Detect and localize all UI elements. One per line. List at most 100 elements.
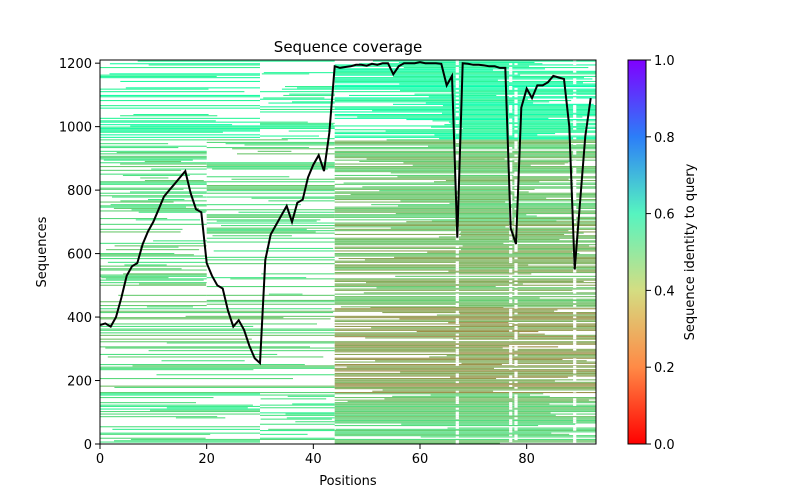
sequence-row xyxy=(429,356,596,358)
gap-cell xyxy=(509,270,513,273)
gap-cell xyxy=(514,411,518,414)
sequence-row xyxy=(334,333,545,335)
gap-cell xyxy=(573,122,577,125)
gap-cell xyxy=(509,107,513,109)
gap-cell xyxy=(573,89,577,92)
sequence-row xyxy=(334,97,596,99)
gap-cell xyxy=(573,60,577,62)
sequence-row xyxy=(206,185,335,187)
sequence-row xyxy=(100,269,207,271)
sequence-row xyxy=(100,134,260,136)
sequence-row xyxy=(100,432,260,434)
sequence-row xyxy=(461,249,596,251)
gap-cell xyxy=(514,246,518,248)
sequence-row xyxy=(334,108,596,110)
sequence-row xyxy=(334,72,596,74)
sequence-row xyxy=(100,173,207,175)
sequence-row xyxy=(393,103,594,105)
gap-cell xyxy=(509,257,513,260)
sequence-row xyxy=(113,207,199,209)
gap-cell xyxy=(455,396,459,399)
gap-cell xyxy=(509,314,513,317)
sequence-row xyxy=(260,98,335,100)
sequence-row xyxy=(100,143,169,145)
gap-cell xyxy=(455,76,459,79)
gap-cell xyxy=(514,291,518,294)
gap-cell xyxy=(455,430,459,433)
sequence-row xyxy=(288,130,331,132)
sequence-row xyxy=(334,430,596,432)
sequence-row xyxy=(100,201,174,203)
sequence-row xyxy=(334,284,596,286)
gap-cell xyxy=(455,171,459,174)
gap-cell xyxy=(514,249,518,252)
sequence-row xyxy=(334,392,596,394)
gap-cell xyxy=(455,348,459,351)
gap-cell xyxy=(509,318,513,321)
sequence-row xyxy=(334,367,494,369)
gap-cell xyxy=(573,278,577,281)
sequence-row xyxy=(334,409,596,411)
gap-cell xyxy=(509,108,513,111)
y-tick-label: 1200 xyxy=(59,57,92,72)
gap-cell xyxy=(455,337,459,340)
sequence-row xyxy=(334,332,520,334)
gap-cell xyxy=(573,289,577,292)
gap-cell xyxy=(455,432,459,435)
sequence-row xyxy=(260,394,335,396)
gap-cell xyxy=(455,381,459,384)
sequence-row xyxy=(455,218,596,220)
gap-cell xyxy=(573,324,577,326)
sequence-row xyxy=(334,266,596,268)
sequence-row xyxy=(100,366,335,368)
sequence-row xyxy=(334,77,584,79)
gap-cell xyxy=(509,324,513,326)
gap-cell xyxy=(573,305,577,307)
sequence-row xyxy=(412,164,531,166)
sequence-row xyxy=(395,275,596,277)
sequence-row xyxy=(334,346,559,348)
gap-cell xyxy=(573,194,577,197)
sequence-row xyxy=(334,325,596,327)
gap-cell xyxy=(573,379,577,382)
sequence-row xyxy=(100,253,175,255)
sequence-row xyxy=(334,255,596,257)
sequence-row xyxy=(390,172,596,174)
gap-cell xyxy=(509,430,513,433)
sequence-row xyxy=(343,182,596,184)
sequence-row xyxy=(334,353,596,355)
sequence-row xyxy=(130,125,260,127)
sequence-row xyxy=(384,398,596,400)
sequence-row xyxy=(260,111,335,113)
sequence-row xyxy=(100,75,217,77)
x-tick-label: 20 xyxy=(198,452,215,467)
y-tick-label: 1000 xyxy=(59,121,92,136)
sequence-row xyxy=(206,263,335,265)
gap-cell xyxy=(509,440,513,443)
sequence-row xyxy=(100,88,209,90)
sequence-row xyxy=(100,126,260,128)
sequence-row xyxy=(395,213,596,215)
gap-cell xyxy=(514,198,518,201)
plot-frame xyxy=(99,59,597,445)
sequence-row xyxy=(334,384,596,386)
gap-cell xyxy=(514,436,518,439)
sequence-row xyxy=(334,143,569,145)
sequence-row xyxy=(370,306,504,308)
sequence-row xyxy=(334,183,596,185)
sequence-row xyxy=(100,392,335,394)
sequence-row xyxy=(138,211,206,213)
sequence-row xyxy=(100,275,207,277)
sequence-row xyxy=(334,411,596,413)
sequence-row xyxy=(263,72,335,74)
sequence-row xyxy=(445,180,596,182)
sequence-row xyxy=(334,358,563,360)
gap-cell xyxy=(455,318,459,321)
sequence-row xyxy=(100,67,260,69)
sequence-row xyxy=(112,428,261,430)
gap-cell xyxy=(455,425,459,427)
sequence-row xyxy=(462,245,590,247)
gap-cell xyxy=(514,348,518,351)
x-tick-label: 0 xyxy=(96,452,104,467)
gap-cell xyxy=(509,169,513,172)
